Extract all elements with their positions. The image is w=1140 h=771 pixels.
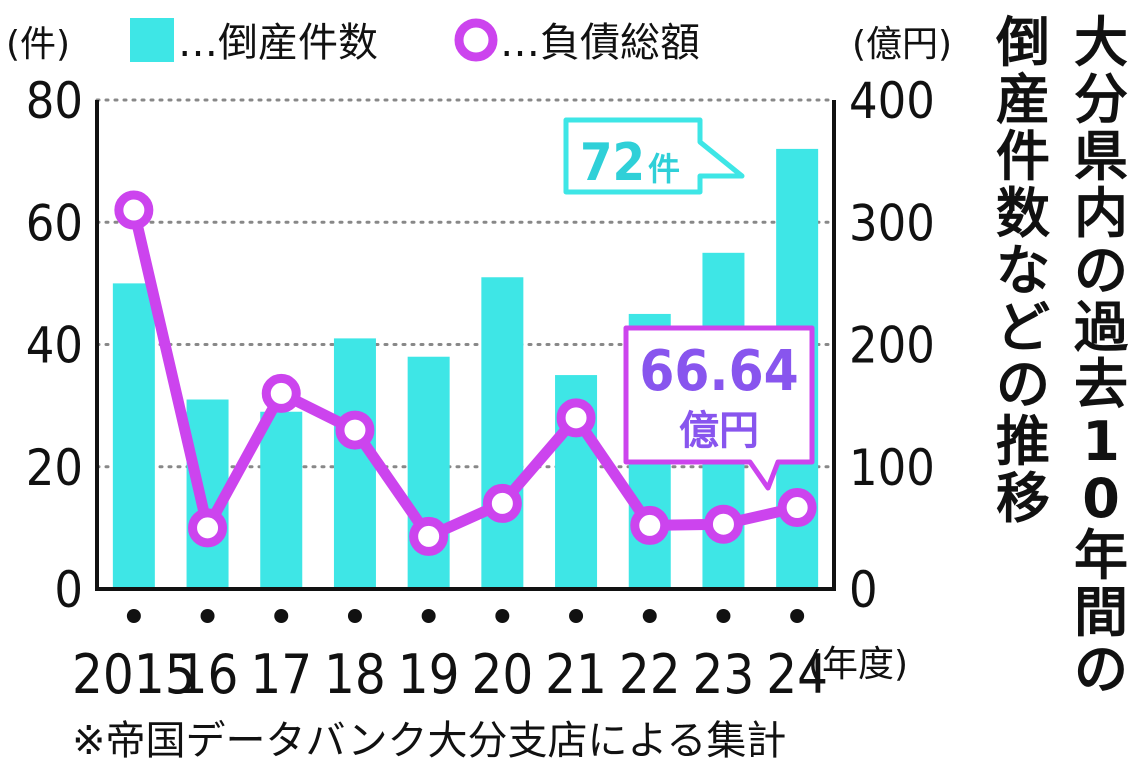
legend-label-bars: …倒産件数 [178, 20, 378, 66]
title-char: 間 [1074, 581, 1128, 644]
category-dot [495, 609, 510, 623]
right-axis-unit: (億円) [852, 24, 952, 65]
point-24 [777, 488, 817, 528]
title-char: の [996, 353, 1050, 416]
title-char: 倒 [996, 11, 1050, 74]
bar-20 [481, 277, 524, 589]
point-20 [482, 483, 522, 523]
title-char: ど [996, 296, 1050, 359]
category-dot [421, 609, 436, 623]
legend-marker-line [454, 18, 498, 62]
title-char: 過 [1074, 296, 1128, 359]
category-dot [126, 609, 141, 623]
x-tick-label: 2015 [72, 643, 196, 706]
callout-line-value: 66.64 [639, 339, 798, 404]
title-column-2: 倒産件数などの推移 [992, 14, 1054, 527]
title-char: 件 [996, 125, 1050, 188]
title-char: 推 [996, 410, 1050, 473]
point-23 [703, 504, 743, 544]
title-char: な [996, 239, 1050, 302]
legend-swatch-bars [130, 18, 174, 62]
title-char: の [1074, 239, 1128, 302]
point-19 [409, 516, 449, 556]
right-tick-label: 400 [849, 72, 935, 130]
title-char: 分 [1074, 68, 1128, 131]
bar-18 [333, 338, 376, 589]
left-tick-label: 0 [54, 561, 83, 619]
callout-line-unit: 億円 [679, 408, 759, 454]
title-char: 内 [1074, 182, 1128, 245]
title-char: 大 [1074, 11, 1128, 74]
title-char: 年 [1074, 524, 1128, 587]
title-char: 産 [996, 68, 1050, 131]
left-axis-unit: (件) [6, 24, 70, 65]
title-char: 移 [996, 467, 1050, 530]
x-tick-label: 16 [177, 643, 239, 706]
right-tick-label: 100 [849, 439, 935, 497]
callout-bar-unit: 件 [648, 150, 680, 188]
point-18 [335, 410, 375, 450]
category-dot [569, 609, 584, 623]
left-tick-label: 40 [26, 317, 83, 375]
point-16 [188, 508, 228, 548]
title-char: 0 [1082, 467, 1120, 530]
x-tick-label: 17 [250, 643, 312, 706]
title-char: の [1074, 638, 1128, 701]
category-dot [790, 609, 805, 623]
title-char: 数 [996, 182, 1050, 245]
category-dot [274, 609, 289, 623]
title-char: 県 [1074, 125, 1128, 188]
callout-line-box [623, 325, 815, 491]
point-17 [261, 373, 301, 413]
category-dot [716, 609, 731, 623]
series-line-負債総額 [128, 204, 803, 542]
right-tick-label: 200 [849, 317, 935, 375]
left-tick-label: 80 [26, 72, 83, 130]
point-2015 [114, 190, 154, 230]
bar-17 [260, 411, 303, 589]
x-tick-label: 21 [545, 643, 607, 706]
left-tick-label: 60 [26, 194, 83, 252]
point-22 [630, 505, 670, 545]
left-tick-label: 20 [26, 439, 83, 497]
x-tick-label: 20 [471, 643, 533, 706]
x-tick-label: 23 [693, 643, 755, 706]
callout-bar-box [563, 117, 745, 195]
x-tick-label: 24 [766, 643, 828, 706]
bar-2015 [112, 283, 155, 589]
footnote: ※帝国データバンク大分支店による集計 [72, 718, 787, 764]
category-dot [200, 609, 215, 623]
right-tick-label: 0 [849, 561, 878, 619]
x-axis-unit: (年度) [808, 644, 908, 685]
right-tick-label: 300 [849, 194, 935, 252]
x-tick-label: 22 [619, 643, 681, 706]
title-char: 去 [1074, 353, 1128, 416]
category-dot [642, 609, 657, 623]
x-tick-label: 19 [398, 643, 460, 706]
x-tick-label: 18 [324, 643, 386, 706]
point-21 [556, 398, 596, 438]
callout-bar-value: 72 [580, 133, 645, 193]
category-dot [347, 609, 362, 623]
legend-label-line: …負債総額 [500, 20, 700, 66]
title-char: 1 [1082, 410, 1120, 473]
